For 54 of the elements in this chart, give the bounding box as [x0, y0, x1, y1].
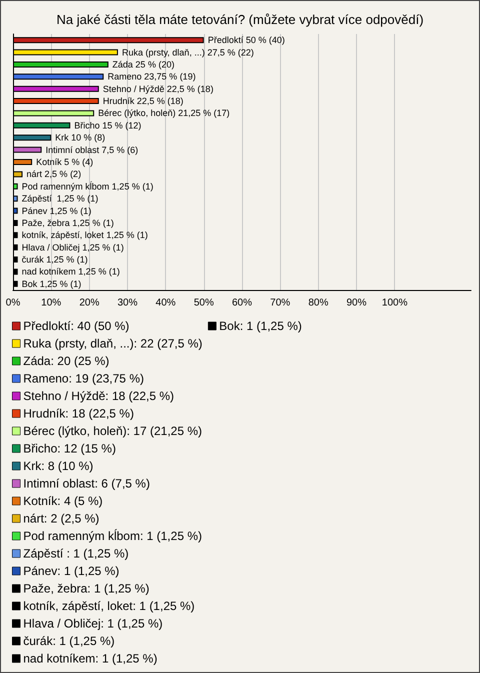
legend-label: čurák: 1 (1,25 %) — [23, 634, 115, 648]
data-label: Paže, žebra 1,25 % (1) — [22, 218, 114, 228]
legend-label: Paže, žebra: 1 (1,25 %) — [23, 582, 150, 596]
data-label: Předloktí 50 % (40) — [208, 35, 285, 46]
legend-label: Bok: 1 (1,25 %) — [219, 319, 302, 333]
data-label: Kotník 5 % (4) — [36, 157, 94, 167]
data-label: Stehno / Hýždě 22,5 % (18) — [102, 84, 214, 94]
data-label: čurák 1,25 % (1) — [22, 254, 88, 265]
data-label: Ruka (prsty, dlaň, ...) 27,5 % (22) — [122, 47, 254, 58]
data-label: Pod ramenným kĺbom 1,25 % (1) — [22, 180, 154, 192]
data-label: Břicho 15 % (12) — [74, 120, 142, 130]
data-label: Krk 10 % (8) — [55, 132, 106, 143]
legend-label: Krk: 8 (10 %) — [23, 459, 94, 473]
data-label: Rameno 23,75 % (19) — [108, 72, 196, 82]
legend-label: Pod ramenným kĺbom: 1 (1,25 %) — [23, 529, 202, 543]
x-tick-label: 60% — [232, 298, 252, 308]
x-tick-label: 30% — [117, 298, 138, 308]
x-tick-label: 100% — [382, 298, 408, 308]
legend-label: Pánev: 1 (1,25 %) — [23, 564, 120, 578]
legend-label: nad kotníkem: 1 (1,25 %) — [23, 652, 158, 666]
x-tick-label: 0% — [6, 298, 20, 308]
legend-label: Zápěstí : 1 (1,25 %) — [23, 546, 129, 560]
x-tick-label: 50% — [194, 298, 214, 308]
x-tick-label: 20% — [79, 298, 100, 308]
legend-label: Hrudník: 18 (22,5 %) — [23, 406, 134, 420]
legend-label: Intimní oblast: 6 (7,5 %) — [23, 476, 150, 490]
x-tick-label: 80% — [308, 298, 328, 308]
data-label: kotník, zápěstí, loket 1,25 % (1) — [22, 230, 148, 240]
chart-title: Na jaké části těla máte tetování? (můžete vybrat více odpovědí) — [56, 12, 424, 27]
x-tick-label: 70% — [270, 298, 290, 308]
legend-label: nárt: 2 (2,5 %) — [23, 512, 100, 526]
data-label: Hlava / Obličej 1,25 % (1) — [22, 242, 124, 252]
legend-label: Předloktí: 40 (50 %) — [23, 319, 130, 333]
legend-label: kotník, zápěstí, loket: 1 (1,25 %) — [23, 599, 195, 613]
legend-label: Ruka (prsty, dlaň, ...): 22 (27,5 %) — [23, 336, 202, 350]
data-label: Záda 25 % (20) — [112, 59, 174, 70]
data-label: Zápěstí 1,25 % (1) — [22, 194, 98, 204]
legend-label: Kotník: 4 (5 %) — [23, 494, 103, 508]
data-label: Bérec (lýtko, holeň) 21,25 % (17) — [98, 108, 230, 118]
legend-label: Rameno: 19 (23,75 %) — [23, 372, 144, 386]
x-tick-label: 40% — [156, 298, 176, 308]
data-label: Bok 1,25 % (1) — [22, 278, 82, 289]
legend-label: Záda: 20 (25 %) — [23, 354, 110, 368]
data-label: Hrudník 22,5 % (18) — [102, 96, 184, 106]
legend-label: Hlava / Obličej: 1 (1,25 %) — [23, 616, 163, 630]
x-tick-label: 90% — [346, 298, 367, 308]
legend-label: Břicho: 12 (15 %) — [23, 442, 116, 456]
legend-label: Bérec (lýtko, holeň): 17 (21,25 %) — [23, 424, 202, 438]
data-label: nad kotníkem 1,25 % (1) — [22, 266, 120, 277]
data-label: nárt 2,5 % (2) — [26, 169, 82, 180]
x-tick-label: 10% — [41, 298, 62, 308]
data-label: Pánev 1,25 % (1) — [22, 206, 92, 216]
data-label: Intimní oblast 7,5 % (6) — [46, 144, 138, 155]
legend-label: Stehno / Hýždě: 18 (22,5 %) — [23, 389, 174, 403]
